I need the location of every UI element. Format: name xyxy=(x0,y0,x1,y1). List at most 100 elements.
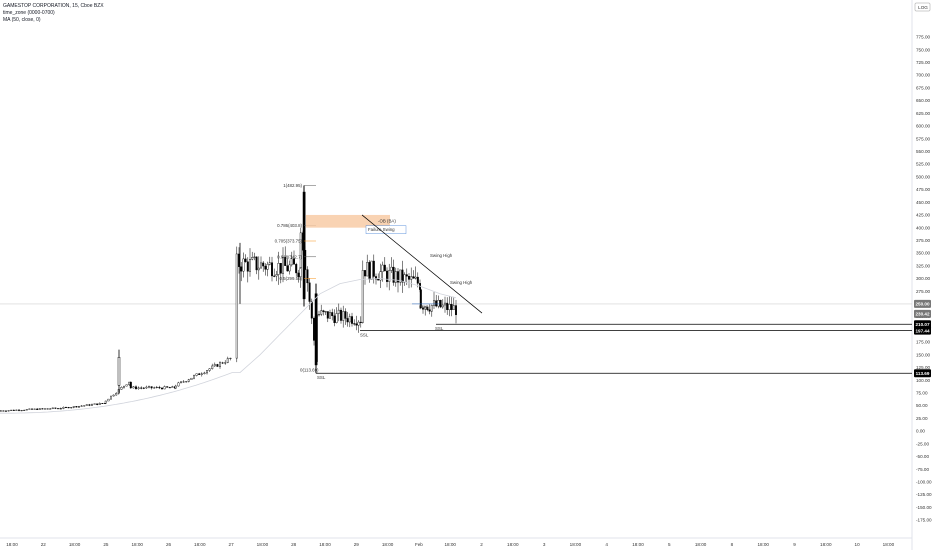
price-tag[interactable]: 210.07 xyxy=(914,320,931,329)
y-tick-label: 50.00 xyxy=(916,403,928,408)
candle-body xyxy=(195,373,198,376)
candle-body xyxy=(221,362,224,364)
candle-body xyxy=(49,408,52,410)
y-tick-label: 650.00 xyxy=(916,98,930,103)
candle-body xyxy=(112,394,115,397)
x-tick-label: 26 xyxy=(166,542,172,547)
candle-body xyxy=(46,408,49,410)
candle-body xyxy=(329,312,332,319)
annotation-swing_high_2: Swing High xyxy=(450,280,473,285)
candle-body xyxy=(38,408,41,410)
candle-body xyxy=(246,261,249,272)
candle-body xyxy=(132,386,135,389)
candle-body xyxy=(166,386,169,388)
price-tag[interactable]: 250.00 xyxy=(914,299,931,308)
candle-body xyxy=(211,365,214,369)
candle-body xyxy=(192,375,195,379)
candle-body xyxy=(364,270,367,277)
candle-body xyxy=(455,305,458,316)
candle-body xyxy=(237,253,240,267)
price-tag[interactable]: 230.42 xyxy=(914,309,931,318)
x-tick-label: 18:00 xyxy=(570,542,582,547)
candle-body xyxy=(320,310,323,315)
y-tick-label: 700.00 xyxy=(916,73,930,78)
candle-body xyxy=(248,259,251,272)
candle-body xyxy=(96,403,99,405)
candle-body xyxy=(229,357,232,359)
candle-body xyxy=(293,258,296,265)
annotation-ob: -OB (BA) xyxy=(378,219,396,224)
x-tick-label: 18:00 xyxy=(194,542,206,547)
candle-body xyxy=(20,410,23,412)
candle-body xyxy=(163,386,166,390)
annotation-fib_0705: 0.705(373.75) xyxy=(275,239,303,244)
candle-body xyxy=(125,384,128,387)
x-tick-label: 5 xyxy=(668,542,671,547)
trendline xyxy=(361,214,483,314)
candle-body xyxy=(351,316,354,324)
candle-body xyxy=(273,275,276,277)
x-tick-label: 4 xyxy=(605,542,608,547)
annotation-ssl_3: SSL xyxy=(317,375,326,380)
candle-body xyxy=(412,276,415,279)
legend-symbol[interactable]: GAMESTOP CORPORATION, 15, Cboe BZX xyxy=(3,3,104,9)
candle-body xyxy=(36,408,39,410)
candle-body xyxy=(44,408,47,410)
annotation-fib_0: 0(113.69) xyxy=(300,368,319,373)
x-tick-label: 2 xyxy=(480,542,483,547)
y-tick-label: 475.00 xyxy=(916,187,930,192)
y-tick-label: 25.00 xyxy=(916,416,928,421)
candle-body xyxy=(93,403,96,405)
x-tick-label: 18:00 xyxy=(69,542,81,547)
candle-body xyxy=(41,408,44,410)
candle-body xyxy=(401,269,404,283)
candle-body xyxy=(224,362,227,364)
candle-body xyxy=(342,311,345,321)
candle-body xyxy=(200,373,203,375)
y-tick-label: -125.00 xyxy=(916,492,932,497)
candle-body xyxy=(51,407,54,409)
candle-body xyxy=(134,386,137,389)
x-tick-label: 29 xyxy=(354,542,360,547)
y-tick-label: 450.00 xyxy=(916,200,930,205)
candle-body xyxy=(83,405,86,407)
x-tick-label: 18:00 xyxy=(257,542,269,547)
candle-body xyxy=(244,258,247,262)
candle-body xyxy=(33,408,36,410)
candle-body xyxy=(147,386,150,388)
y-tick-label: -175.00 xyxy=(916,518,932,523)
price-tag-label: 250.00 xyxy=(915,302,929,307)
price-tag-bg xyxy=(914,369,931,378)
candle-body xyxy=(70,407,73,409)
candle-body xyxy=(414,276,417,279)
candle-body xyxy=(171,386,174,388)
y-tick-label: -100.00 xyxy=(916,479,932,484)
x-tick-label: 22 xyxy=(41,542,47,547)
legend-ma[interactable]: MA (50, close, 0) xyxy=(3,17,41,23)
candle-body xyxy=(251,256,254,260)
candle-body xyxy=(366,262,369,277)
legend-timezone[interactable]: time_zone (0000-0700) xyxy=(3,10,55,16)
candle-body xyxy=(444,302,447,306)
y-tick-label: 125.00 xyxy=(916,365,930,370)
candle-body xyxy=(253,256,256,258)
candle-body xyxy=(98,402,101,405)
candle-body xyxy=(7,410,10,412)
annotation-fib_0618: 0.618(342.7) xyxy=(277,254,302,259)
price-tag-label: 230.42 xyxy=(915,312,929,317)
y-tick-label: 625.00 xyxy=(916,111,930,116)
candle-body xyxy=(359,321,362,323)
price-tag[interactable]: 113.69 xyxy=(914,369,931,378)
candle-body xyxy=(306,269,309,284)
price-tag[interactable]: 197.44 xyxy=(914,326,931,335)
candle-body xyxy=(399,269,402,283)
candle-body xyxy=(408,276,411,280)
price-tag-label: 197.44 xyxy=(915,328,929,333)
x-tick-label: 18:00 xyxy=(820,542,832,547)
y-tick-label: 725.00 xyxy=(916,60,930,65)
candle-body xyxy=(262,262,265,267)
candle-body xyxy=(355,323,358,326)
y-tick-label: 350.00 xyxy=(916,251,930,256)
candle-body xyxy=(290,258,293,266)
